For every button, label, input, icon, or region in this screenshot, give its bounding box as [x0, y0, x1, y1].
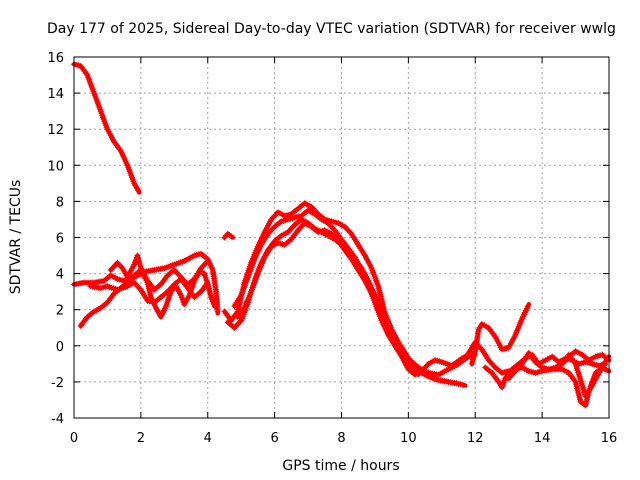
- y-tick-label: 16: [47, 51, 64, 66]
- series-track-a: [71, 61, 142, 195]
- x-tick-label: 12: [467, 431, 484, 446]
- ticks: [73, 56, 610, 419]
- y-tick-label: 10: [47, 159, 64, 174]
- x-tick-label: 14: [534, 431, 551, 446]
- x-tick-label: 4: [204, 431, 212, 446]
- x-tick-label: 2: [137, 431, 145, 446]
- x-tick-label: 6: [270, 431, 278, 446]
- y-axis-label: SDTVAR / TECUs: [8, 180, 24, 295]
- y-tick-label: 6: [56, 232, 64, 247]
- y-tick-label: 12: [47, 123, 64, 138]
- y-tick-label: -4: [51, 412, 64, 427]
- series-line: [222, 200, 468, 388]
- x-tick-label: 8: [337, 431, 345, 446]
- y-tick-label: 14: [47, 87, 64, 102]
- series-track-g: [221, 200, 468, 388]
- series-line: [235, 220, 421, 377]
- data-point: [524, 303, 531, 310]
- y-tick-label: 8: [56, 195, 64, 210]
- data-point: [135, 187, 142, 194]
- y-tick-label: 4: [56, 268, 64, 283]
- x-tick-label: 0: [70, 431, 78, 446]
- data-point: [460, 381, 466, 388]
- x-axis-label: GPS time / hours: [282, 458, 399, 474]
- series-track-l: [465, 339, 612, 409]
- series-track-e: [107, 252, 211, 293]
- data-point: [413, 370, 420, 377]
- y-tick-label: 0: [56, 340, 64, 355]
- x-tick-label: 10: [400, 431, 417, 446]
- data-point: [203, 281, 210, 288]
- series-track-d: [87, 276, 211, 306]
- data-point: [604, 355, 611, 362]
- data-point: [210, 300, 217, 307]
- series-layer: [71, 61, 612, 409]
- data-point: [203, 259, 210, 266]
- chart-title: Day 177 of 2025, Sidereal Day-to-day VTE…: [47, 21, 616, 37]
- series-track-k: [468, 302, 532, 367]
- data-point: [214, 308, 221, 315]
- tick-labels: 0 2 4 6 8 10 12 14 16 -4 -2 0 2 4 6 8 10 12 14 16: [47, 51, 617, 446]
- series-track-o: [565, 351, 612, 400]
- series-track-j: [234, 220, 421, 377]
- y-tick-label: 2: [56, 304, 64, 319]
- data-point: [228, 233, 235, 240]
- series-track-f: [221, 230, 236, 241]
- y-tick-label: -2: [51, 376, 64, 391]
- x-tick-label: 16: [601, 431, 618, 446]
- grid: [74, 57, 609, 418]
